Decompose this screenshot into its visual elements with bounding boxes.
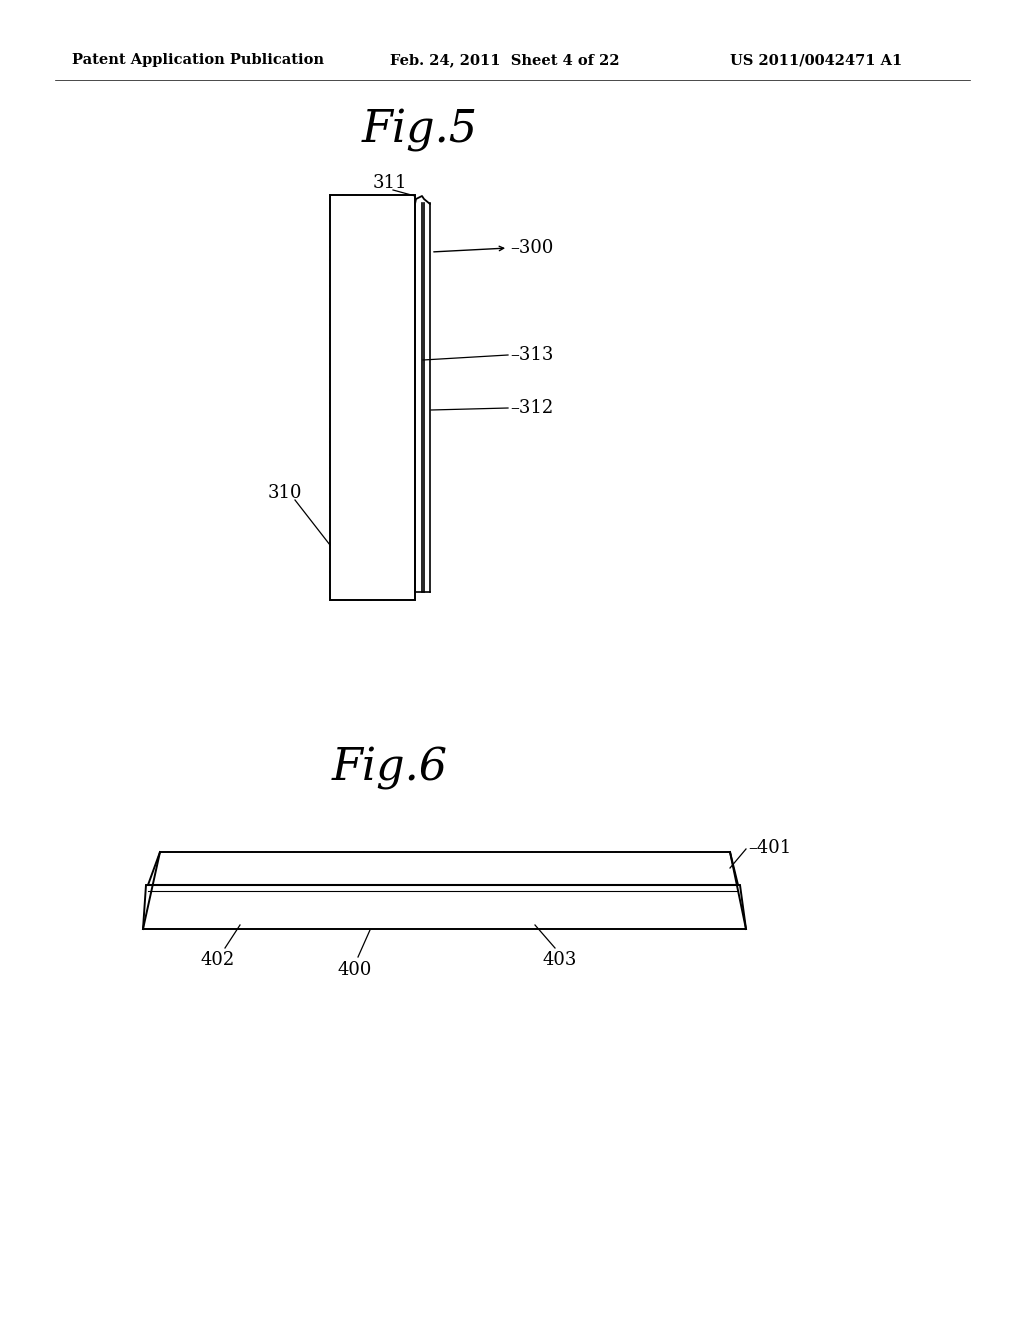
Text: Fig.6: Fig.6: [332, 746, 449, 789]
Text: Fig.5: Fig.5: [361, 108, 478, 152]
Text: 403: 403: [543, 950, 578, 969]
Text: –313: –313: [510, 346, 553, 364]
Text: 402: 402: [201, 950, 236, 969]
Text: –312: –312: [510, 399, 553, 417]
Text: Patent Application Publication: Patent Application Publication: [72, 53, 324, 67]
Text: US 2011/0042471 A1: US 2011/0042471 A1: [730, 53, 902, 67]
Text: 310: 310: [268, 484, 302, 502]
Text: 311: 311: [373, 174, 408, 191]
Text: –401: –401: [748, 840, 792, 857]
Polygon shape: [143, 884, 746, 929]
Polygon shape: [148, 851, 738, 884]
Text: Feb. 24, 2011  Sheet 4 of 22: Feb. 24, 2011 Sheet 4 of 22: [390, 53, 620, 67]
Text: –300: –300: [510, 239, 553, 257]
Bar: [330, 195, 415, 601]
Text: 400: 400: [338, 961, 372, 979]
